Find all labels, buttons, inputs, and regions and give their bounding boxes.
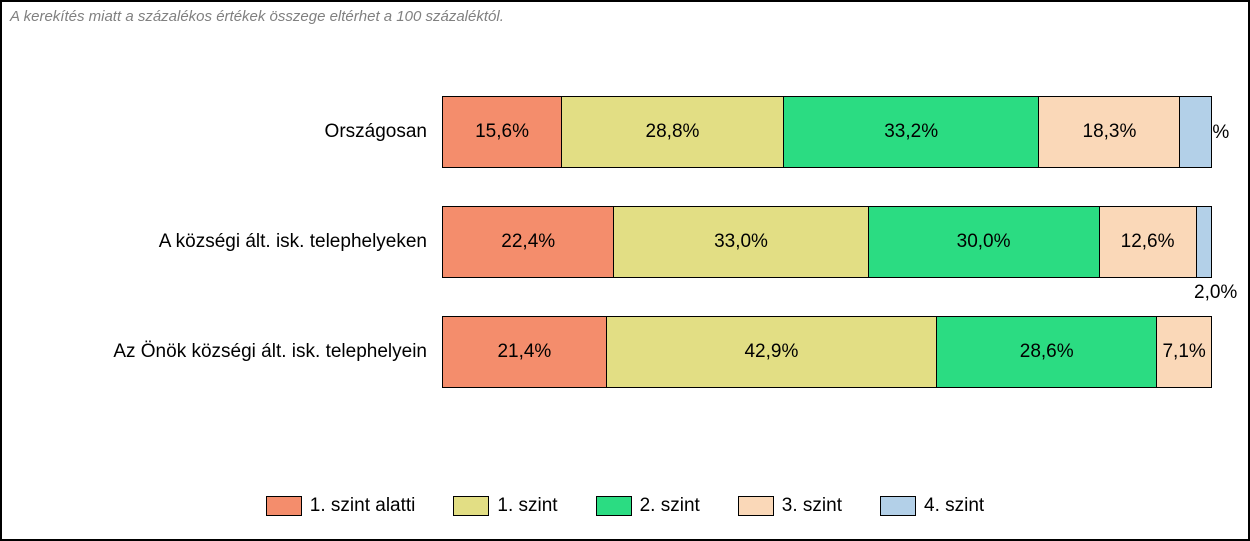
row-label: Az Önök községi ált. isk. telephelyein (2, 341, 442, 363)
legend-swatch (880, 496, 916, 516)
segment-label: 22,4% (501, 231, 555, 253)
segment-label: 30,0% (957, 231, 1011, 253)
legend-item: 4. szint (880, 495, 984, 517)
bar-wrap: 4,1%15,6%28,8%33,2%18,3% (442, 96, 1222, 168)
legend-swatch (596, 496, 632, 516)
bar-segment: 22,4% (442, 206, 614, 278)
bar-segment: 28,6% (937, 316, 1157, 388)
bar-segment: 33,0% (614, 206, 868, 278)
legend-item: 2. szint (596, 495, 700, 517)
legend-label: 3. szint (782, 495, 842, 517)
segment-label: 21,4% (497, 341, 551, 363)
legend-label: 2. szint (640, 495, 700, 517)
bar-segment: 15,6% (442, 96, 562, 168)
legend-label: 1. szint alatti (310, 495, 416, 517)
bar-segment: 33,2% (784, 96, 1040, 168)
stacked-bar: 21,4% 42,9% 28,6% 7,1% (442, 316, 1212, 388)
legend-swatch (266, 496, 302, 516)
legend-label: 1. szint (497, 495, 557, 517)
segment-label: 28,6% (1020, 341, 1074, 363)
segment-label: 18,3% (1083, 121, 1137, 143)
legend: 1. szint alatti 1. szint 2. szint 3. szint 4… (2, 495, 1248, 517)
legend-label: 4. szint (924, 495, 984, 517)
chart-row: Az Önök községi ált. isk. telephelyein21… (2, 312, 1248, 392)
legend-swatch (453, 496, 489, 516)
bar-segment: 7,1% (1157, 316, 1212, 388)
legend-item: 1. szint (453, 495, 557, 517)
segment-label-overflow: 2,0% (1194, 282, 1237, 304)
bar-segment: 18,3% (1039, 96, 1180, 168)
legend-item: 1. szint alatti (266, 495, 416, 517)
chart-note: A kerekítés miatt a százalékos értékek ö… (10, 8, 504, 25)
bar-segment (1180, 96, 1212, 168)
segment-label: 12,6% (1121, 231, 1175, 253)
row-label: Országosan (2, 121, 442, 143)
chart-container: A kerekítés miatt a százalékos értékek ö… (0, 0, 1250, 541)
stacked-bar: 22,4% 33,0% 30,0% 12,6% (442, 206, 1212, 278)
bar-segment: 12,6% (1100, 206, 1197, 278)
stacked-bar: 15,6% 28,8% 33,2% 18,3% (442, 96, 1212, 168)
row-label: A községi ált. isk. telephelyeken (2, 231, 442, 253)
bar-wrap: 21,4% 42,9% 28,6% 7,1% (442, 316, 1222, 388)
segment-label: 33,0% (714, 231, 768, 253)
segment-label: 28,8% (646, 121, 700, 143)
bar-segment: 28,8% (562, 96, 784, 168)
bar-segment: 30,0% (869, 206, 1100, 278)
chart-row: Országosan4,1%15,6%28,8%33,2%18,3% (2, 92, 1248, 172)
segment-label: 7,1% (1162, 341, 1205, 363)
legend-swatch (738, 496, 774, 516)
bar-segment: 21,4% (442, 316, 607, 388)
segment-label: 33,2% (884, 121, 938, 143)
plot-area: Országosan4,1%15,6%28,8%33,2%18,3%A közs… (2, 92, 1248, 432)
chart-row: A községi ált. isk. telephelyeken2,0%22,… (2, 202, 1248, 282)
bar-wrap: 2,0%22,4%33,0%30,0%12,6% (442, 206, 1222, 278)
segment-label: 15,6% (475, 121, 529, 143)
bar-segment (1197, 206, 1212, 278)
legend-item: 3. szint (738, 495, 842, 517)
segment-label: 42,9% (744, 341, 798, 363)
bar-segment: 42,9% (607, 316, 937, 388)
